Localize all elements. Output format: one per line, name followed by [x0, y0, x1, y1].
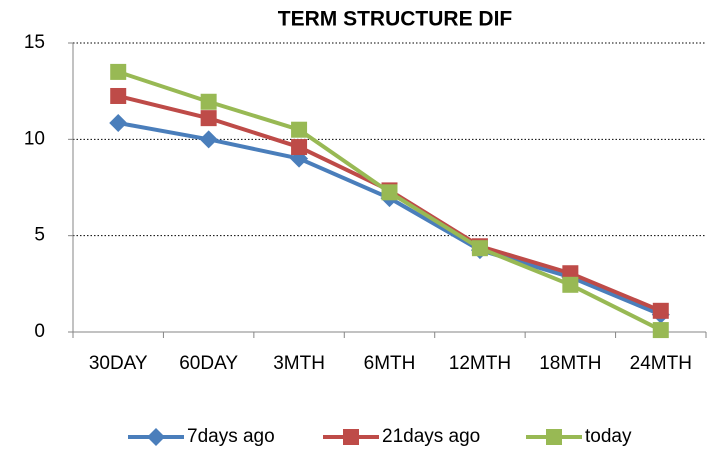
y-tick-label: 15 — [24, 32, 45, 53]
data-point — [562, 276, 579, 293]
y-tick-label: 0 — [34, 321, 45, 342]
data-point — [110, 87, 127, 104]
x-tick-label: 60DAY — [179, 353, 238, 374]
data-point — [381, 184, 398, 201]
data-point — [200, 110, 217, 127]
data-point — [291, 121, 308, 138]
data-point — [110, 63, 127, 80]
data-point — [652, 302, 669, 319]
legend-label: 21days ago — [382, 426, 480, 447]
data-point — [291, 139, 308, 156]
legend-label: 7days ago — [187, 426, 275, 447]
x-tick-label: 3MTH — [273, 353, 325, 374]
x-tick-label: 18MTH — [539, 353, 601, 374]
series-line — [117, 120, 662, 317]
y-tick-label: 10 — [24, 128, 45, 149]
legend-marker — [343, 429, 359, 445]
x-tick-label: 30DAY — [89, 353, 148, 374]
x-tick-label: 24MTH — [630, 353, 692, 374]
legend-marker — [147, 428, 165, 446]
legend-marker — [546, 429, 562, 445]
data-point — [471, 240, 488, 257]
x-tick-label: 6MTH — [364, 353, 416, 374]
data-point — [199, 130, 218, 149]
legend-label: today — [585, 426, 632, 447]
data-point — [109, 113, 128, 132]
data-point — [200, 93, 217, 110]
chart-title: TERM STRUCTURE DIF — [278, 8, 513, 31]
y-tick-label: 5 — [34, 225, 45, 246]
x-tick-label: 12MTH — [449, 353, 511, 374]
data-point — [652, 322, 669, 339]
